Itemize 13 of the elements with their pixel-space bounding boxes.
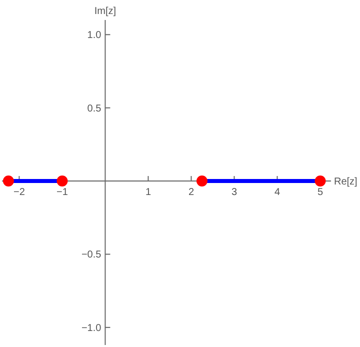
x-tick-label: 3: [231, 187, 238, 198]
x-tick-label: −2: [14, 187, 26, 198]
x-tick-label: 5: [317, 187, 324, 198]
y-tick-label: −1.0: [81, 322, 102, 334]
x-tick-label: 4: [274, 187, 280, 198]
x-axis-title: Re[z]: [334, 176, 358, 188]
y-tick-label: −0.5: [81, 250, 102, 261]
y-tick-label: 0.5: [87, 103, 102, 114]
x-tick-label: −1: [56, 187, 68, 198]
x-tick-label: 1: [145, 187, 152, 198]
y-axis-title: Im[z]: [94, 6, 116, 17]
y-tick-label: 1.0: [87, 30, 102, 42]
x-tick-label: 2: [188, 187, 194, 198]
